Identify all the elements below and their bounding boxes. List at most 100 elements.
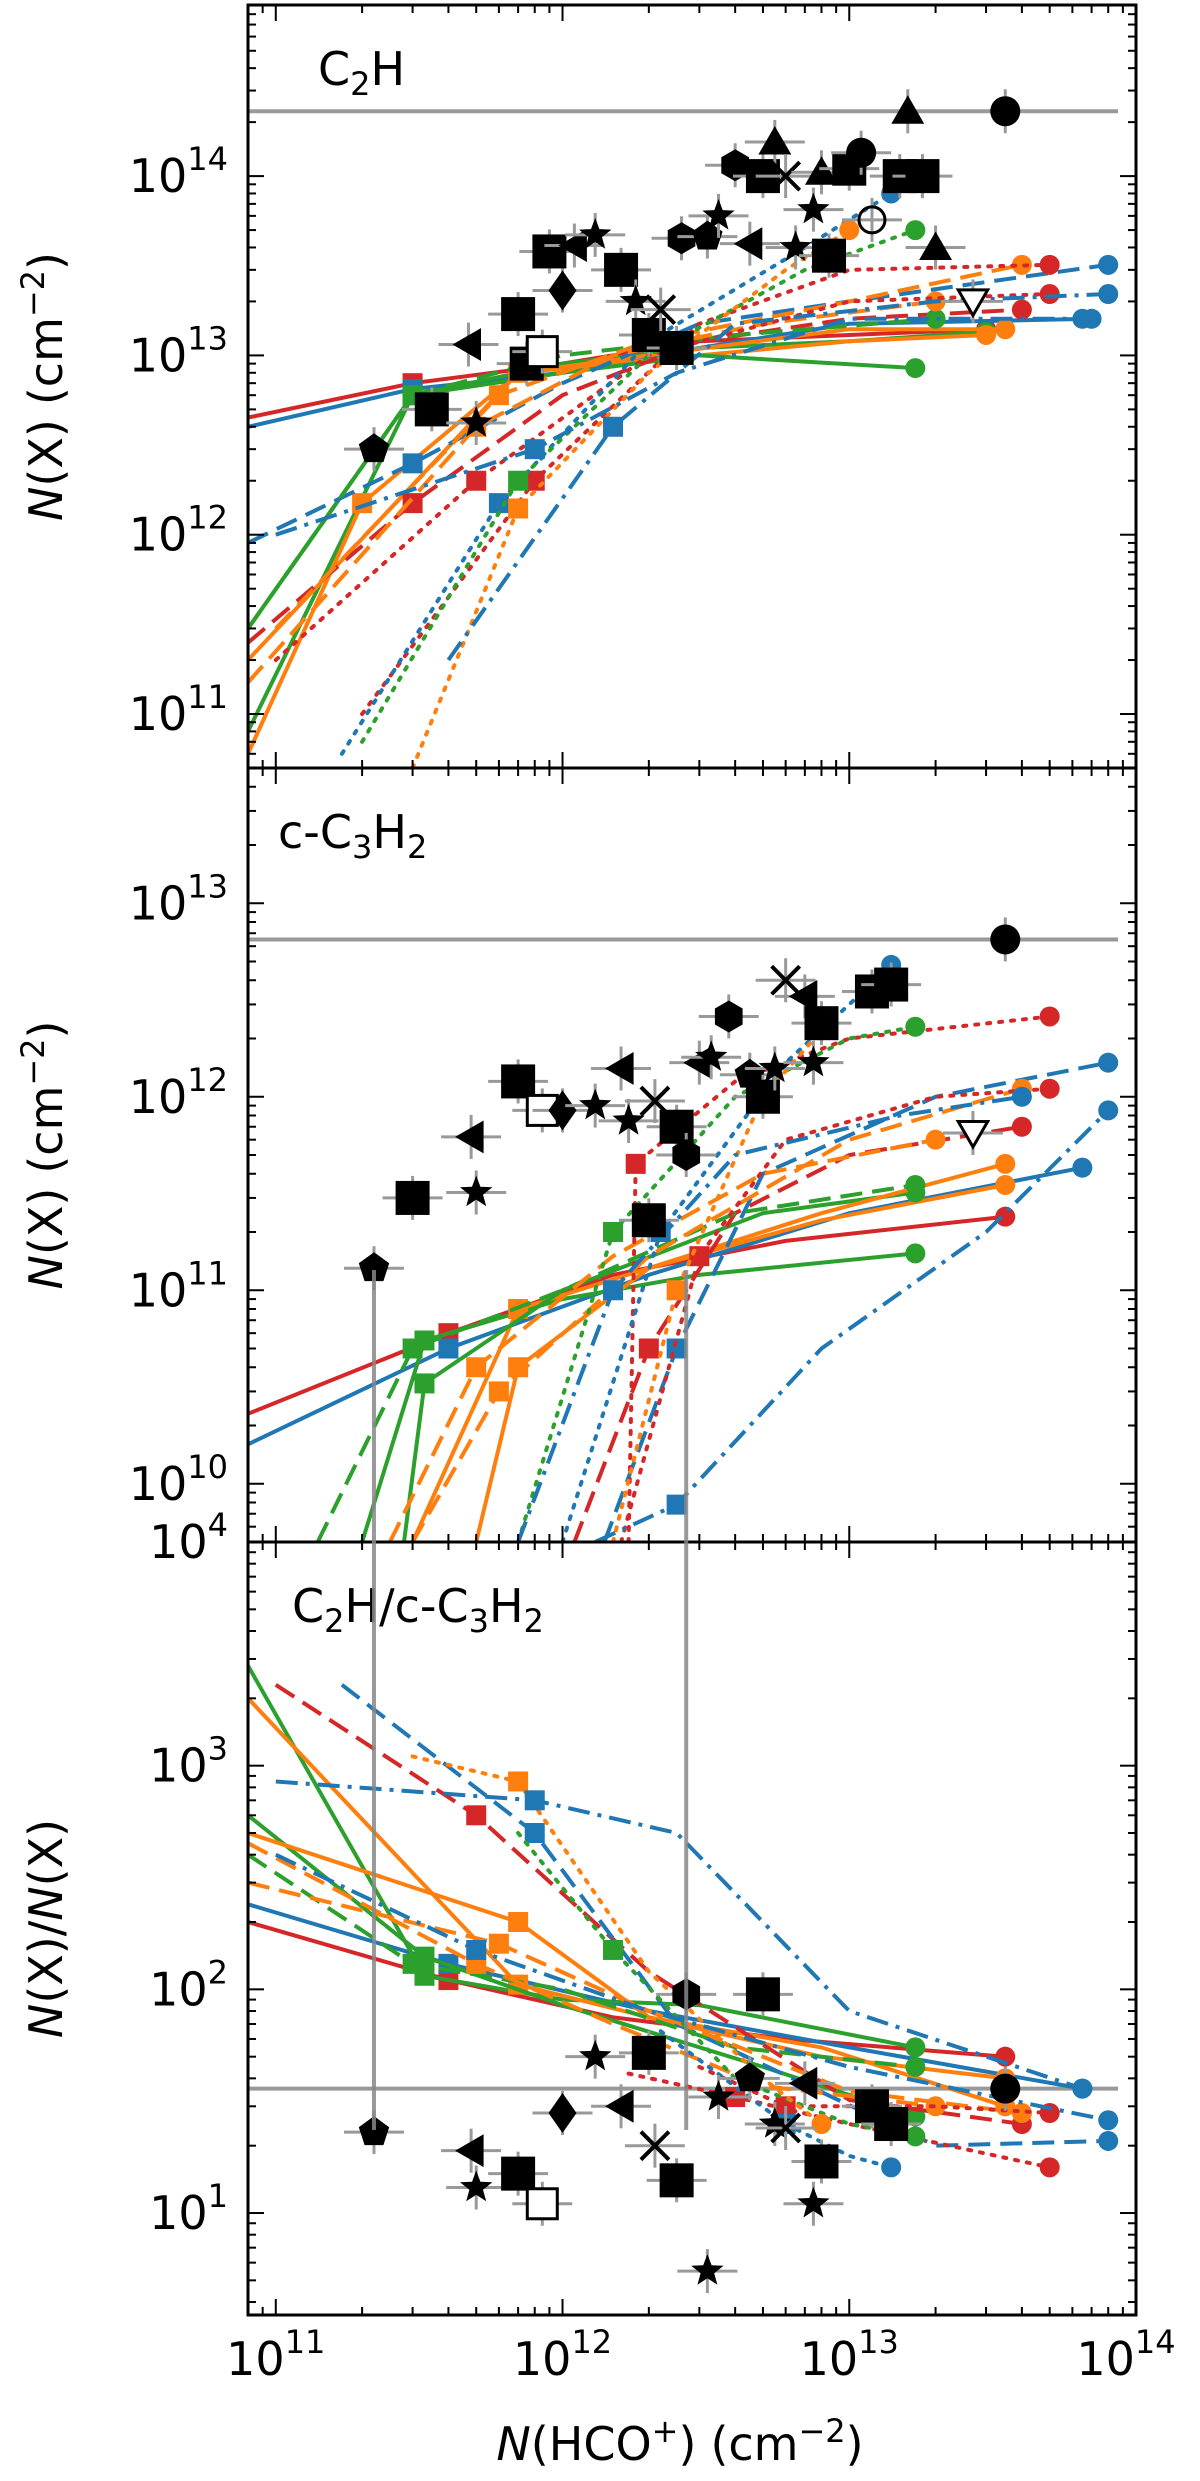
observation-square [659,330,694,365]
y-axis-label-part: ) [19,252,73,270]
observation-star [579,217,612,249]
observation-star [797,1045,830,1077]
observation-diamond [548,2093,577,2133]
observation-triangle-left [733,227,763,261]
x-axis-label-close: ) [678,2417,696,2471]
model-end-point [881,2157,902,2178]
plot-area [248,1664,1119,2294]
model-line-green-solid [248,1664,916,2050]
observation-pentagon [692,220,723,250]
observation-circle [846,137,877,168]
model-end-point [995,1174,1016,1195]
observation-triangle [891,95,925,124]
model-end-point [925,1129,946,1150]
observation-pentagon [358,433,390,463]
model-point [508,470,529,491]
panel-title: C2H [318,42,405,103]
observation-open-triangle-down [955,1120,991,1150]
panel-title-part: 3 [469,1602,489,1640]
model-point [524,1790,545,1811]
y-tick-label-part: 10 [129,1263,188,1317]
y-axis-label: N(X) (cm−2) [14,252,73,521]
model-point [689,1246,710,1267]
y-axis-label-part: N [19,2004,73,2038]
model-end-point [905,2056,926,2077]
observation-hexagon [714,1000,743,1033]
observation-hexagon [667,222,696,255]
observation-hexagon [721,149,749,182]
y-tick-label-part: 12 [187,1061,228,1099]
model-end-point [905,1016,926,1037]
model-end-point [1098,2110,1119,2131]
x-tick-label: 1013 [800,2323,899,2386]
panel-title-part: H [489,1579,524,1633]
y-tick-label-part: 10 [129,508,188,562]
panels-layer: 1011101210131014C2HN(X)(cm−2)10101011101… [14,3,1176,2386]
x-tick-label-part: 13 [858,2323,899,2361]
x-axis-label-paren: (HCO [531,2417,652,2471]
model-end-point [995,1153,1016,1174]
model-point [488,385,509,406]
y-axis-label-part: N [19,1255,73,1289]
x-tick-label: 1014 [1076,2323,1175,2386]
x-tick-label: 1011 [226,2323,325,2386]
observation-square [501,2156,536,2191]
observation-star [695,1040,728,1071]
model-end-point [905,2126,926,2147]
model-end-point [811,2114,832,2135]
model-end-point [839,220,860,241]
model-line-blue-dotted [658,2029,894,2170]
y-tick-label: 1013 [129,867,228,930]
model-end-point [1011,2103,1032,2124]
observation-open-circle [857,205,887,235]
observation-star [702,2080,735,2111]
model-point [488,493,509,514]
y-tick-label-part: 10 [129,328,188,382]
observation-square [532,234,567,269]
model-end-point [995,1206,1016,1227]
observation-triangle-left [455,1120,484,1154]
observation-pentagon [358,1252,390,1282]
observation-x [770,2112,802,2144]
y-axis-label: N(X) (cm−2) [14,1021,73,1290]
model-line-blue-dotted [560,962,894,1542]
model-point [402,1338,423,1359]
x-axis-label-unit: (cm [710,2417,798,2471]
y-tick-label-part: 12 [187,499,228,537]
model-end-point [1011,299,1032,320]
model-end-point [1039,254,1060,275]
model-end-point [925,308,946,329]
x-tick-label-part: 10 [1076,2332,1135,2386]
model-line-red-solid [248,1214,1006,1416]
x-axis-label-n: N [496,2417,530,2471]
y-tick-label: 101 [149,2177,228,2240]
observation-square [804,1006,839,1041]
observation-diamond [548,270,577,311]
model-line-green-dashed [248,316,936,630]
panel-title-part: 2 [324,1602,344,1640]
observation-square [631,1203,666,1238]
observation-pentagon [358,2116,390,2146]
y-tick-label: 1013 [129,319,228,382]
observation-circle [990,96,1021,127]
model-point [402,1953,423,1974]
model-point [466,1805,487,1826]
model-end-point [1011,1116,1032,1137]
x-axis-label-sup: + [652,2412,679,2450]
y-axis-label-part: (X)/ [19,1920,73,2003]
model-line-red-solid [248,1920,1006,2059]
model-end-point [1098,1052,1119,1073]
model-end-point [1072,308,1093,329]
y-axis-label-part: (X) [19,419,73,486]
panel-title-part: 2 [407,828,427,866]
panel-title-part: H [370,42,405,96]
observation-square [501,297,536,332]
observation-star [619,284,652,316]
model-line-red-dotted [360,262,1052,716]
observation-diamond [548,1090,577,1131]
y-tick-label: 104 [149,1506,228,1569]
y-tick-label-part: 10 [149,1962,208,2016]
y-axis-label: N(X)/N(X) [19,1819,73,2038]
y-axis-label-part: −2 [14,270,52,317]
